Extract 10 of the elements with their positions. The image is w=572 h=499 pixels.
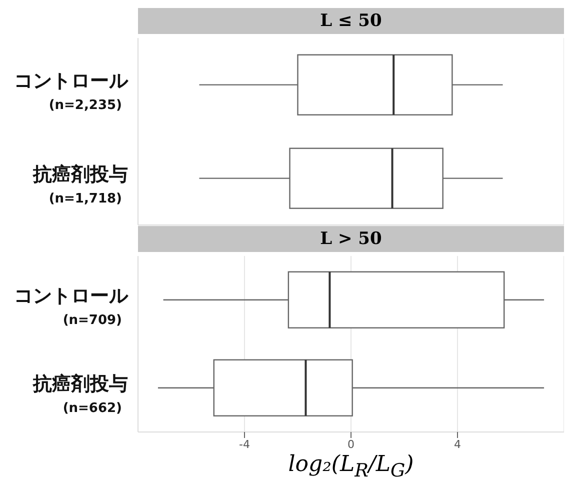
x-tick-label: 4 bbox=[454, 438, 461, 451]
y-tick-label: 抗癌剤投与 (n=1,718) bbox=[32, 163, 128, 206]
y-tick-label: コントロール (n=2,235) bbox=[14, 70, 129, 113]
x-tick-label: 0 bbox=[348, 438, 354, 451]
x-axis-title: log₂(L$_{R}$/L$_{G}$) bbox=[287, 452, 415, 482]
chart-title: L ≤ 50 bbox=[138, 8, 564, 34]
y-tick-label: コントロール (n=709) bbox=[14, 285, 129, 328]
x-tick-label: -4 bbox=[239, 438, 250, 451]
y-tick-label: 抗癌剤投与 (n=662) bbox=[32, 373, 128, 416]
chart-title: L > 50 bbox=[138, 226, 564, 252]
